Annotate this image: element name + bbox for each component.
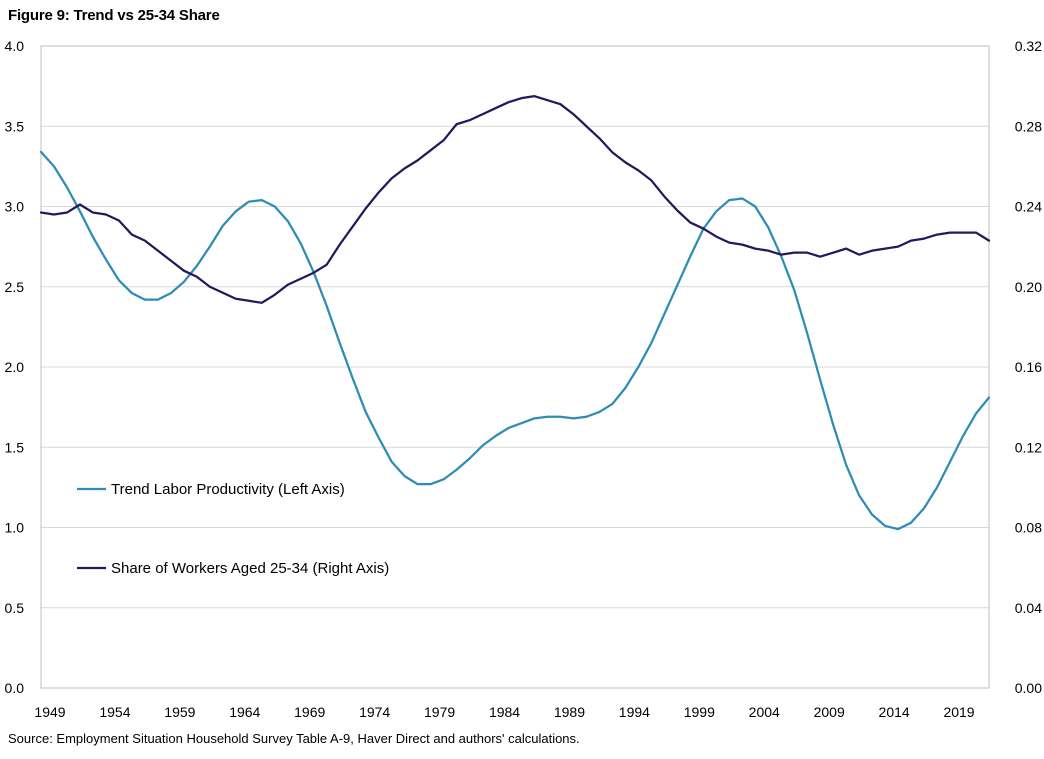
x-tick-label: 1989 <box>554 704 585 720</box>
source-note: Source: Employment Situation Household S… <box>8 731 580 746</box>
y-right-tick-label: 0.00 <box>1015 680 1042 696</box>
x-tick-label: 1984 <box>489 704 520 720</box>
series-line-share-25-34 <box>39 95 991 304</box>
x-tick-label: 1999 <box>684 704 715 720</box>
x-tick-label: 2019 <box>943 704 974 720</box>
x-tick-label: 1994 <box>619 704 650 720</box>
y-left-tick-label: 1.5 <box>5 439 25 455</box>
y-left-tick-label: 3.0 <box>5 199 25 215</box>
figure-title: Figure 9: Trend vs 25-34 Share <box>8 7 220 24</box>
y-right-tick-label: 0.08 <box>1015 520 1042 536</box>
y-left-tick-label: 1.0 <box>5 520 25 536</box>
y-right-tick-label: 0.16 <box>1015 359 1042 375</box>
gridlines <box>41 125 989 609</box>
x-tick-label: 1954 <box>99 704 130 720</box>
y-right-tick-label: 0.12 <box>1015 439 1042 455</box>
x-tick-label: 1964 <box>229 704 260 720</box>
x-tick-label: 2004 <box>749 704 780 720</box>
y-left-tick-label: 3.5 <box>5 118 25 134</box>
y-left-tick-label: 2.0 <box>5 359 25 375</box>
y-right-tick-label: 0.24 <box>1015 199 1042 215</box>
y-left-tick-label: 4.0 <box>5 38 25 54</box>
x-tick-label: 1979 <box>424 704 455 720</box>
y-left-tick-label: 0.5 <box>5 600 25 616</box>
y-right-tick-label: 0.20 <box>1015 279 1042 295</box>
y-right-tick-label: 0.28 <box>1015 118 1042 134</box>
y-left-tick-label: 2.5 <box>5 279 25 295</box>
series-lines <box>39 95 991 531</box>
legend-label-trend-productivity: Trend Labor Productivity (Left Axis) <box>111 481 345 498</box>
x-tick-label: 2014 <box>879 704 910 720</box>
series-line-trend-productivity <box>39 150 991 531</box>
x-tick-label: 1959 <box>164 704 195 720</box>
y-left-tick-label: 0.0 <box>5 680 25 696</box>
x-tick-label: 2009 <box>814 704 845 720</box>
x-tick-label: 1974 <box>359 704 390 720</box>
plot-frame <box>40 45 990 689</box>
axis-tick-labels: 0.0 0.5 1.0 1.5 2.0 2.5 3.0 3.5 4.0 0.00 0.04 0.08 0… <box>5 38 1043 720</box>
x-tick-label: 1969 <box>294 704 325 720</box>
y-right-tick-label: 0.04 <box>1015 600 1042 616</box>
legend: Trend Labor Productivity (Left Axis) Shar… <box>77 481 389 577</box>
x-tick-label: 1949 <box>34 704 65 720</box>
y-right-tick-label: 0.32 <box>1015 38 1042 54</box>
plot-border <box>40 45 990 689</box>
legend-label-share-25-34: Share of Workers Aged 25-34 (Right Axis) <box>111 560 389 577</box>
